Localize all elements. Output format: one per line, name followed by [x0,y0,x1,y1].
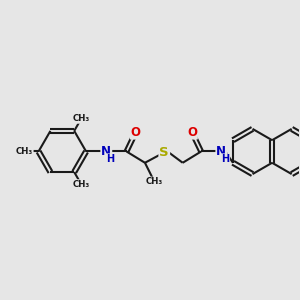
Text: CH₃: CH₃ [73,180,90,189]
Text: CH₃: CH₃ [146,177,163,186]
Text: N: N [216,145,226,158]
Text: N: N [101,145,111,158]
Text: H: H [221,154,230,164]
Text: H: H [106,154,115,164]
Text: CH₃: CH₃ [16,147,33,156]
Text: O: O [187,126,197,139]
Text: S: S [160,146,169,159]
Text: O: O [131,126,141,139]
Text: CH₃: CH₃ [73,114,90,123]
